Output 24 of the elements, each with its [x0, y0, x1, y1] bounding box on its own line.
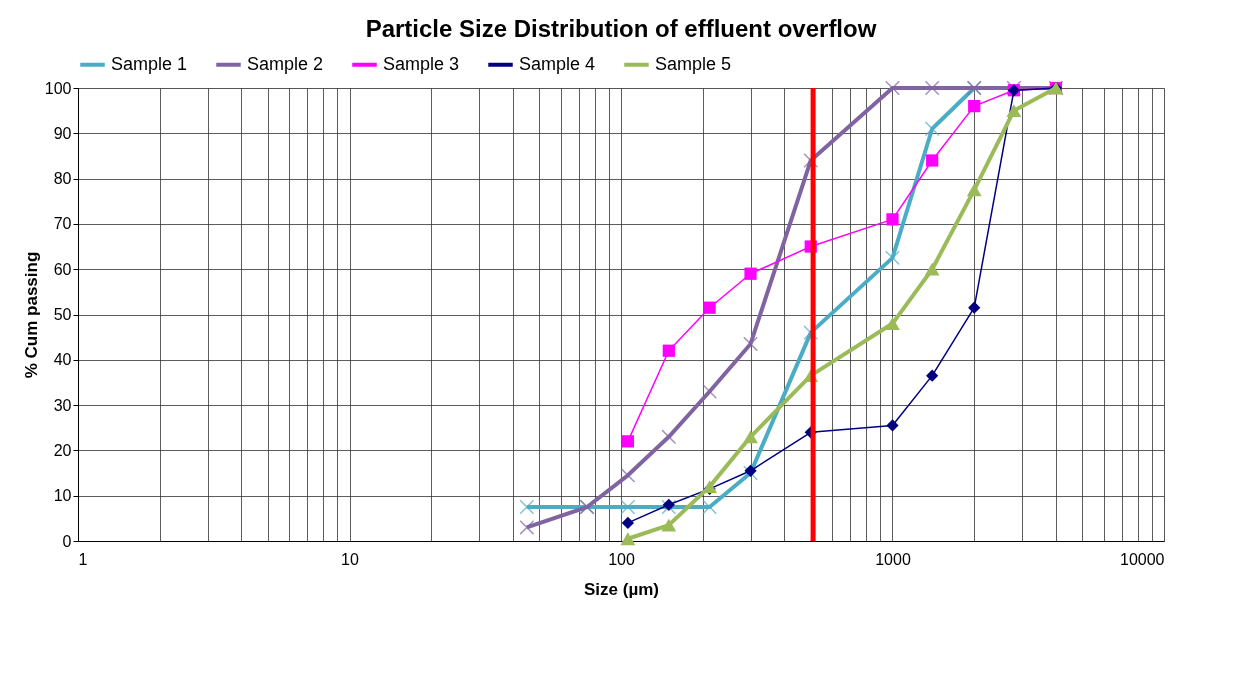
y-tick-label: 70: [53, 215, 72, 233]
y-tick-label: 20: [53, 441, 72, 459]
legend-label: Sample 2: [247, 53, 324, 74]
x-tick-label: 1000: [875, 550, 911, 568]
y-tick-label: 40: [53, 351, 72, 369]
y-tick-label: 60: [53, 260, 72, 278]
x-tick-label: 10: [341, 550, 359, 568]
y-tick-label: 30: [53, 396, 72, 414]
legend-label: Sample 3: [383, 53, 460, 74]
x-axis-title: Size (µm): [584, 579, 659, 599]
y-tick-label: 90: [53, 124, 72, 142]
chart-title: Particle Size Distribution of effluent overflow: [365, 15, 877, 42]
y-axis-title: % Cum passing: [21, 251, 41, 379]
x-tick-label: 1: [78, 550, 88, 568]
y-tick-label: 10: [53, 487, 72, 505]
y-tick-label: 50: [53, 306, 72, 323]
y-tick-label: 80: [53, 170, 72, 188]
legend-label: Sample 4: [519, 53, 596, 74]
y-tick-label: 0: [62, 532, 72, 550]
x-tick-label: 10000: [1120, 550, 1165, 568]
legend-label: Sample 5: [655, 53, 732, 74]
y-tick-label: 100: [44, 79, 72, 97]
x-tick-label: 100: [608, 550, 635, 568]
legend-label: Sample 1: [111, 53, 188, 74]
